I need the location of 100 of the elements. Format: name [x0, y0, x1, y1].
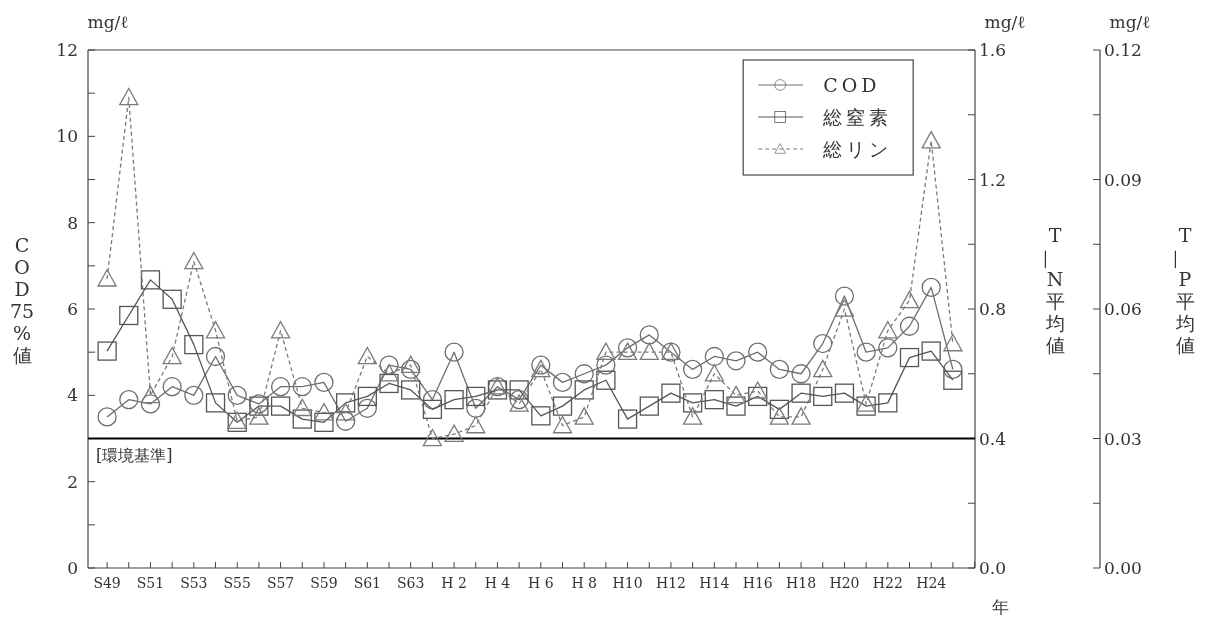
x-tick-label: S55 [223, 575, 251, 591]
point [639, 396, 659, 416]
point [704, 364, 724, 382]
y3-tick-label: 0.06 [1104, 299, 1142, 319]
point [878, 320, 898, 339]
point [249, 407, 269, 425]
point [119, 305, 139, 326]
point [769, 407, 790, 425]
point [292, 409, 312, 429]
point [943, 359, 963, 380]
point [769, 399, 790, 420]
point [726, 396, 746, 416]
text: mg/ℓ [984, 12, 1026, 32]
point [813, 333, 833, 354]
point [921, 341, 941, 361]
point [401, 355, 421, 373]
point [552, 415, 573, 434]
point [878, 393, 898, 413]
point [661, 383, 681, 403]
point [704, 390, 724, 410]
point [596, 342, 616, 361]
point [682, 359, 703, 380]
point [834, 299, 855, 317]
y2-tick-label: 0.4 [979, 428, 1007, 449]
point [574, 364, 594, 384]
legend-label: 総リン [822, 138, 893, 160]
x-tick-label: S49 [93, 575, 121, 591]
point [748, 342, 768, 362]
point [379, 364, 399, 382]
x-tick-label: S63 [397, 575, 425, 591]
point [379, 355, 399, 375]
point [639, 325, 659, 345]
x-tick-label: H 2 [441, 575, 467, 591]
point [335, 411, 356, 431]
point [335, 393, 356, 413]
x-tick-label: H10 [612, 575, 643, 591]
point [270, 396, 291, 416]
x-axis-title: 年 [991, 597, 1009, 617]
point [444, 342, 464, 362]
point [596, 370, 616, 390]
legend-label: COD [823, 74, 881, 96]
point [97, 269, 117, 287]
point [856, 396, 876, 416]
point [184, 251, 204, 270]
point [834, 383, 855, 403]
y3-axis-title: T—P平均値 [1165, 224, 1195, 356]
point [314, 372, 334, 393]
point [422, 428, 443, 447]
point [314, 402, 334, 421]
point [184, 334, 204, 355]
point [357, 386, 377, 407]
point [682, 407, 703, 425]
point [140, 270, 161, 290]
point [357, 346, 377, 365]
ref-line-label: [環境基準] [96, 445, 173, 465]
point [162, 289, 182, 309]
y-tick-label: 12 [56, 40, 78, 60]
point [292, 377, 312, 397]
point [943, 370, 963, 390]
y-tick-label: 8 [67, 212, 78, 233]
point [97, 341, 117, 361]
y3-tick-label: 0.12 [1104, 40, 1142, 60]
point [314, 412, 334, 432]
point [704, 346, 724, 367]
x-tick-label: S57 [266, 575, 295, 591]
x-tick-label: H 8 [571, 575, 597, 591]
point [856, 394, 876, 412]
x-tick-label: H14 [699, 575, 730, 591]
point [162, 346, 182, 365]
y-tick-label: 6 [67, 299, 78, 319]
point [422, 390, 443, 410]
point [509, 380, 529, 400]
y-tick-label: 10 [56, 126, 78, 147]
point [140, 394, 161, 414]
point [270, 377, 291, 397]
x-tick-label: S53 [180, 575, 208, 591]
point [791, 407, 811, 425]
point [205, 346, 226, 367]
point [574, 380, 594, 400]
point [227, 385, 247, 405]
x-tick-label: H16 [742, 575, 773, 591]
point [466, 398, 486, 418]
point [791, 364, 811, 384]
x-tick-label: H 6 [528, 575, 554, 591]
point [552, 396, 573, 416]
point [422, 399, 443, 420]
x-tick-label: H24 [916, 575, 947, 591]
x-tick-label: S61 [353, 575, 382, 591]
point [748, 381, 768, 399]
point [813, 386, 833, 407]
point [899, 347, 920, 368]
point [899, 316, 920, 336]
point [617, 409, 638, 429]
point [531, 406, 551, 426]
point [878, 338, 898, 358]
point [119, 390, 139, 410]
x-tick-label: S51 [136, 575, 165, 591]
y-axis-title: COD75%値 [9, 234, 35, 366]
point [119, 87, 139, 106]
point [726, 351, 746, 371]
